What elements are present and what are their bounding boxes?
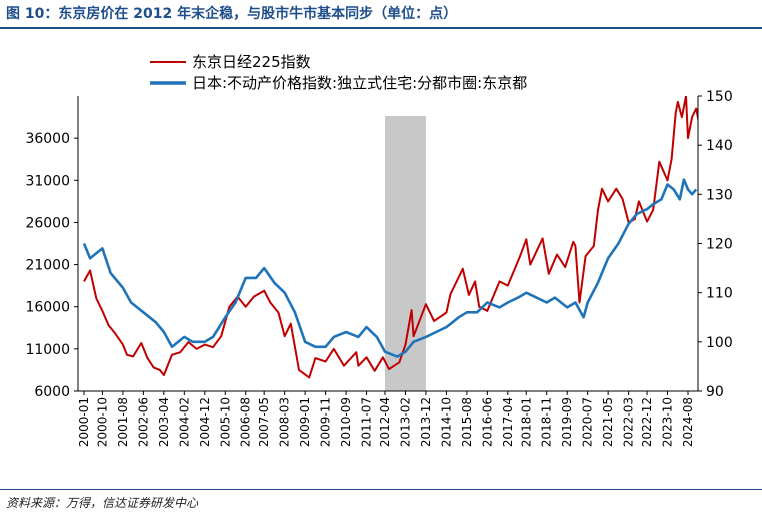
x-tick-label: 2020-07	[581, 397, 595, 447]
series-line-2	[82, 178, 698, 358]
legend-label-1: 东京日经225指数	[192, 53, 311, 71]
left-tick-label: 31000	[25, 173, 70, 189]
x-tick-label: 2005-10	[218, 397, 232, 447]
x-tick-label: 2001-08	[116, 397, 130, 447]
x-tick-label: 2000-10	[95, 397, 109, 447]
x-tick-label: 2016-06	[480, 397, 494, 447]
source-note: 资料来源：万得，信达证券研发中心	[6, 496, 199, 510]
x-tick-label: 2004-02	[177, 397, 191, 447]
x-tick-label: 2015-08	[460, 397, 474, 447]
right-tick-label: 120	[706, 237, 733, 253]
x-tick-label: 2013-02	[398, 397, 412, 447]
title-divider	[0, 27, 762, 29]
left-tick-label: 36000	[25, 131, 70, 147]
x-tick-label: 2009-01	[298, 397, 312, 447]
x-tick-label: 2008-03	[278, 397, 292, 447]
x-tick-label: 2019-09	[560, 397, 574, 447]
right-tick-label: 130	[706, 187, 733, 203]
x-tick-label: 2012-04	[378, 397, 392, 447]
right-tick-label: 140	[706, 138, 733, 154]
x-tick-label: 2014-10	[439, 397, 453, 447]
figure-title: 图 10：东京房价在 2012 年末企稳，与股市牛市基本同步（单位：点）	[6, 6, 458, 22]
source-divider	[0, 489, 762, 490]
x-tick-label: 2011-07	[360, 397, 374, 447]
x-tick-label: 2021-05	[601, 397, 615, 447]
x-tick-label: 2013-12	[419, 397, 433, 447]
x-tick-label: 2023-10	[661, 397, 675, 447]
left-tick-label: 21000	[25, 258, 70, 274]
legend-label-2: 日本:不动产价格指数:独立式住宅:分都市圈:东京都	[192, 74, 527, 92]
x-tick-label: 2022-03	[622, 397, 636, 447]
x-tick-label: 2006-08	[239, 397, 253, 447]
x-tick-label: 2007-05	[257, 397, 271, 447]
x-tick-label: 2022-12	[640, 397, 654, 447]
left-tick-label: 16000	[25, 300, 70, 316]
x-tick-label: 2018-01	[519, 397, 533, 447]
chart-svg: 6000 11000 16000 21000 26000 31000 36000 90 100 1…	[25, 53, 733, 447]
left-tick-label: 6000	[34, 384, 70, 400]
x-tick-label: 2000-01	[77, 397, 91, 447]
right-tick-label: 90	[706, 384, 724, 400]
x-tick-label: 2009-11	[319, 397, 333, 447]
right-tick-label: 110	[706, 286, 733, 302]
x-tick-label: 2004-12	[198, 397, 212, 447]
x-tick-label: 2010-09	[339, 397, 353, 447]
x-tick-label: 2018-11	[540, 397, 554, 447]
left-tick-label: 26000	[25, 215, 70, 231]
plot-area	[82, 96, 698, 391]
right-tick-label: 100	[706, 335, 733, 351]
right-tick-label: 150	[706, 89, 733, 105]
left-tick-label: 11000	[25, 342, 70, 358]
x-tick-label: 2024-08	[681, 397, 695, 447]
x-tick-label: 2003-04	[157, 397, 171, 447]
x-tick-label: 2002-06	[136, 397, 150, 447]
x-tick-label: 2017-04	[501, 397, 515, 447]
